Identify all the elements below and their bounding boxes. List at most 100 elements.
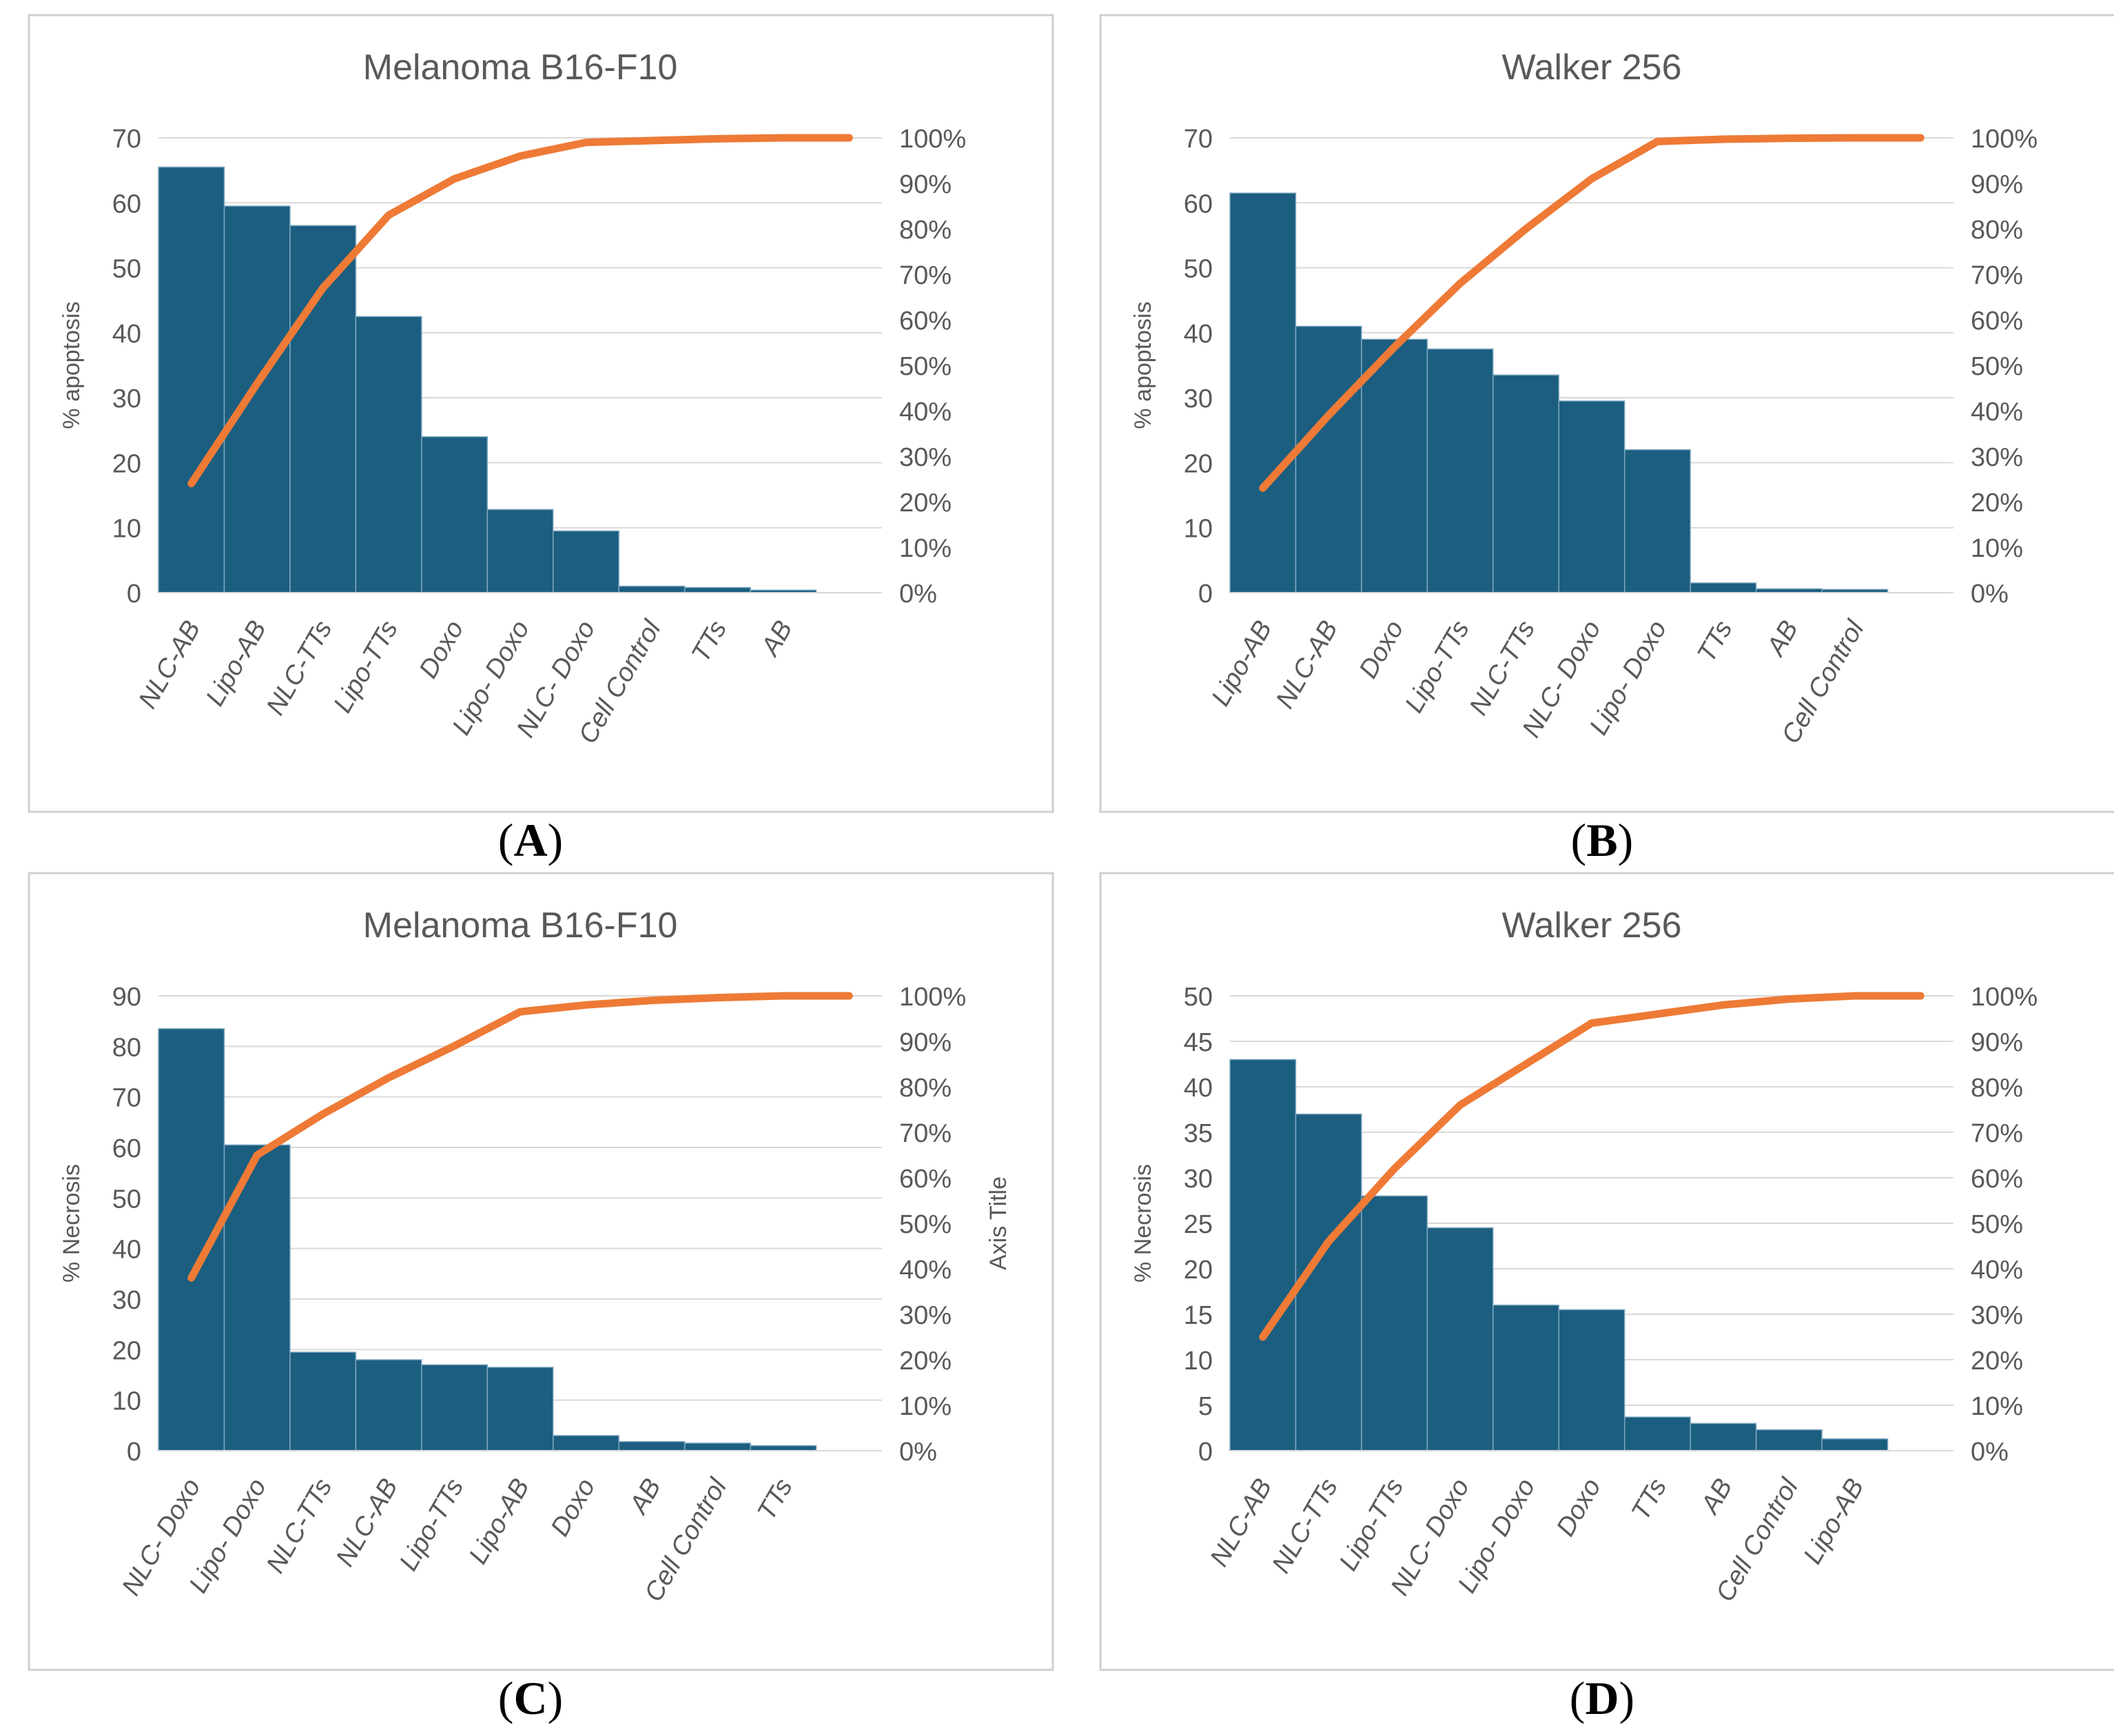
- cumulative-percent-line: [1259, 992, 1925, 1341]
- y2-tick-label: 30%: [899, 443, 952, 472]
- y-tick-label: 45: [1184, 1028, 1213, 1057]
- y2-tick-label: 90%: [1971, 170, 2023, 199]
- y2-tick-label: 20%: [899, 1347, 952, 1376]
- bar-nlc-ab: [158, 166, 225, 593]
- y2-tick-label: 0%: [899, 580, 937, 609]
- y-tick-label: 30: [1184, 1165, 1213, 1194]
- bar-lipo-doxo: [486, 509, 554, 593]
- y-tick-label: 10: [1184, 515, 1213, 544]
- y2-tick-label: 50%: [899, 1210, 952, 1239]
- chart-a-apoptosis-melanoma: Melanoma B16-F10 0 10 20 30 40 50 60 70 0% 10% 20% 3…: [28, 14, 1054, 813]
- bar-nlc-doxo: [552, 530, 619, 593]
- y-tick-label: 40: [1184, 320, 1213, 349]
- y-tick-label: 10: [112, 1387, 141, 1416]
- y-tick-label: 70: [112, 125, 141, 154]
- y-tick-label: 20: [112, 449, 141, 478]
- y2-tick-label: 30%: [1971, 1301, 2023, 1330]
- y2-tick-label: 60%: [899, 1165, 952, 1194]
- bar-nlc-ab: [355, 1359, 422, 1451]
- bar-ab: [1690, 1422, 1757, 1451]
- y-tick-label: 0: [1198, 580, 1213, 609]
- cumulative-percent-line: [1259, 134, 1925, 492]
- bar-lipo-ab: [223, 205, 291, 593]
- y-tick-label: 0: [1198, 1438, 1213, 1467]
- y-tick-label: 40: [112, 1236, 141, 1265]
- y2-tick-label: 0%: [899, 1438, 937, 1467]
- chart-title: Walker 256: [1501, 906, 1681, 946]
- panel-label-a: (A): [497, 814, 564, 866]
- bar-nlc-tts: [1295, 1113, 1362, 1451]
- cumulative-percent-line: [187, 992, 853, 1282]
- y2-tick-label: 10%: [899, 534, 952, 563]
- bar-lipo-tts: [355, 316, 422, 593]
- y-tick-label: 35: [1184, 1119, 1213, 1148]
- bar-tts: [684, 586, 751, 593]
- y2-tick-label: 60%: [1971, 307, 2023, 336]
- bar-nlc-tts: [289, 225, 357, 593]
- y-tick-label: 80: [112, 1033, 141, 1062]
- chart-d-necrosis-walker: Walker 256 0 5 10 15 20 25 30 35 40 45 50 0% 10% 20% 30…: [1099, 872, 2114, 1671]
- panel-label-b: (B): [1570, 814, 1634, 866]
- y-axis-label: % apoptosis: [59, 301, 85, 429]
- panel-label-d: (D): [1569, 1672, 1635, 1724]
- bar-tts: [1623, 1416, 1691, 1451]
- y-tick-label: 20: [1184, 449, 1213, 478]
- bar-lipo-tts: [421, 1364, 489, 1451]
- bar-doxo: [1361, 338, 1428, 593]
- y2-tick-label: 40%: [1971, 398, 2023, 427]
- bar-lipo-tts: [1361, 1195, 1428, 1451]
- y-axis-label: % Necrosis: [59, 1164, 85, 1283]
- y-tick-label: 90: [112, 983, 141, 1012]
- y2-tick-label: 50%: [1971, 1210, 2023, 1239]
- y2-tick-label: 0%: [1971, 580, 2009, 609]
- y-tick-label: 30: [112, 1286, 141, 1315]
- y-tick-label: 50: [1184, 255, 1213, 284]
- bar-cell-control: [618, 585, 686, 593]
- y-tick-label: 40: [112, 320, 141, 349]
- y2-tick-label: 80%: [899, 1074, 952, 1103]
- chart-c-necrosis-melanoma: Melanoma B16-F10 0 10 20 30 40 50 60 70 80 90 0% 10%…: [28, 872, 1054, 1671]
- y-tick-label: 60: [112, 1134, 141, 1163]
- bar-ab: [618, 1441, 686, 1451]
- y2-tick-label: 80%: [899, 216, 952, 245]
- y2-tick-label: 50%: [1971, 352, 2023, 381]
- y2-tick-label: 40%: [899, 1256, 952, 1285]
- y-tick-label: 20: [112, 1336, 141, 1365]
- bar-lipo-ab: [1229, 192, 1297, 593]
- y-tick-label: 50: [112, 1185, 141, 1214]
- y2-tick-label: 90%: [899, 170, 952, 199]
- bar-nlc-ab: [1295, 325, 1362, 593]
- y2-tick-label: 100%: [899, 983, 966, 1012]
- bar-nlc-doxo: [1558, 400, 1625, 593]
- bar-cell-control: [684, 1442, 751, 1451]
- y2-tick-label: 100%: [1971, 125, 2038, 154]
- y2-tick-label: 70%: [1971, 1119, 2023, 1148]
- bar-lipo-doxo: [1492, 1305, 1560, 1451]
- bar-tts: [750, 1444, 817, 1451]
- y2-tick-label: 70%: [899, 1119, 952, 1148]
- bar-doxo: [1558, 1309, 1625, 1451]
- y2-tick-label: 80%: [1971, 216, 2023, 245]
- y-axis-label: % apoptosis: [1130, 301, 1156, 429]
- y2-tick-label: 30%: [899, 1301, 952, 1330]
- y2-tick-label: 20%: [1971, 489, 2023, 518]
- y2-axis-label: Axis Title: [985, 1176, 1012, 1270]
- y-tick-label: 10: [112, 515, 141, 544]
- chart-title: Melanoma B16-F10: [363, 48, 678, 88]
- y2-tick-label: 90%: [1971, 1028, 2023, 1057]
- bar-nlc-doxo: [1426, 1227, 1494, 1451]
- y-tick-label: 50: [1184, 983, 1213, 1012]
- y2-tick-label: 20%: [1971, 1347, 2023, 1376]
- y-tick-label: 10: [1184, 1347, 1213, 1376]
- y2-tick-label: 0%: [1971, 1438, 2009, 1467]
- y2-tick-label: 100%: [899, 125, 966, 154]
- y2-tick-label: 20%: [899, 489, 952, 518]
- y2-tick-label: 50%: [899, 352, 952, 381]
- bar-nlc-tts: [289, 1351, 357, 1451]
- y-tick-label: 60: [1184, 190, 1213, 218]
- bar-lipo-ab: [486, 1367, 554, 1451]
- y2-tick-label: 10%: [1971, 534, 2023, 563]
- panel-label-c: (C): [497, 1672, 564, 1724]
- y2-tick-label: 60%: [1971, 1165, 2023, 1194]
- bar-nlc-ab: [1229, 1059, 1297, 1451]
